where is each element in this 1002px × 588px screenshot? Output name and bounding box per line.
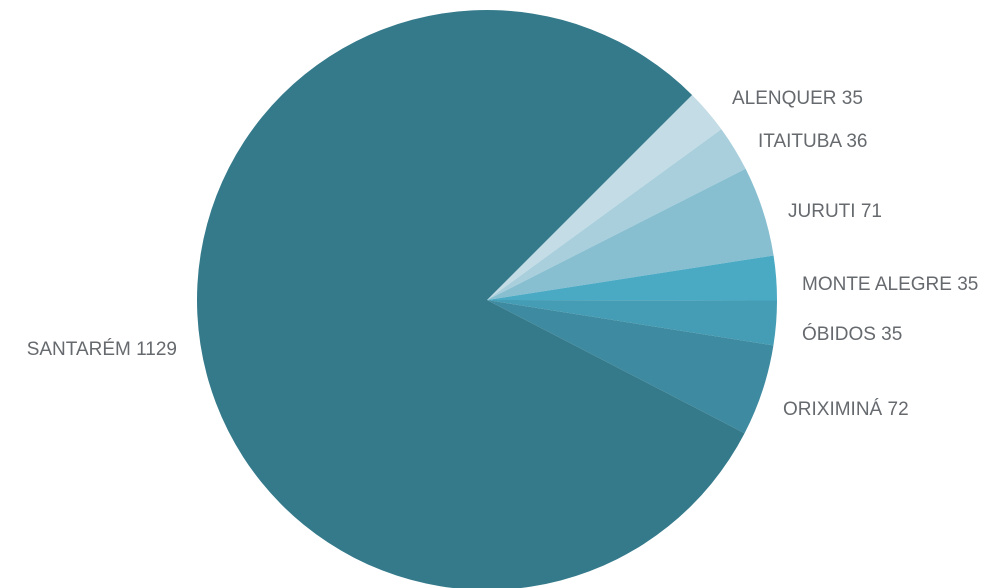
pie-slice-itaituba[interactable] [487,129,746,300]
pie-slice-juruti[interactable] [487,168,774,300]
slice-label-itaituba: ITAITUBA 36 [758,131,867,152]
pie-labels: ALENQUER 35 ITAITUBA 36 JURUTI 71 MONTE ALE… [27,88,979,420]
pie-slices [197,10,778,588]
slice-label-santar-m: SANTARÉM 1129 [27,339,177,360]
slice-label-alenquer: ALENQUER 35 [732,88,863,109]
pie-slice--bidos[interactable] [487,300,777,346]
pie-slice-oriximin-[interactable] [487,300,774,434]
pie-slice-monte-alegre[interactable] [487,255,778,301]
pie-slice-santar-m[interactable] [197,10,745,588]
slice-label-monte-alegre: MONTE ALEGRE 35 [802,274,978,295]
slice-label-juruti: JURUTI 71 [788,201,882,222]
slice-label-oriximin-: ORIXIMINÁ 72 [783,399,909,420]
slice-label--bidos: ÓBIDOS 35 [802,323,902,345]
pie-slice-alenquer[interactable] [487,94,722,300]
